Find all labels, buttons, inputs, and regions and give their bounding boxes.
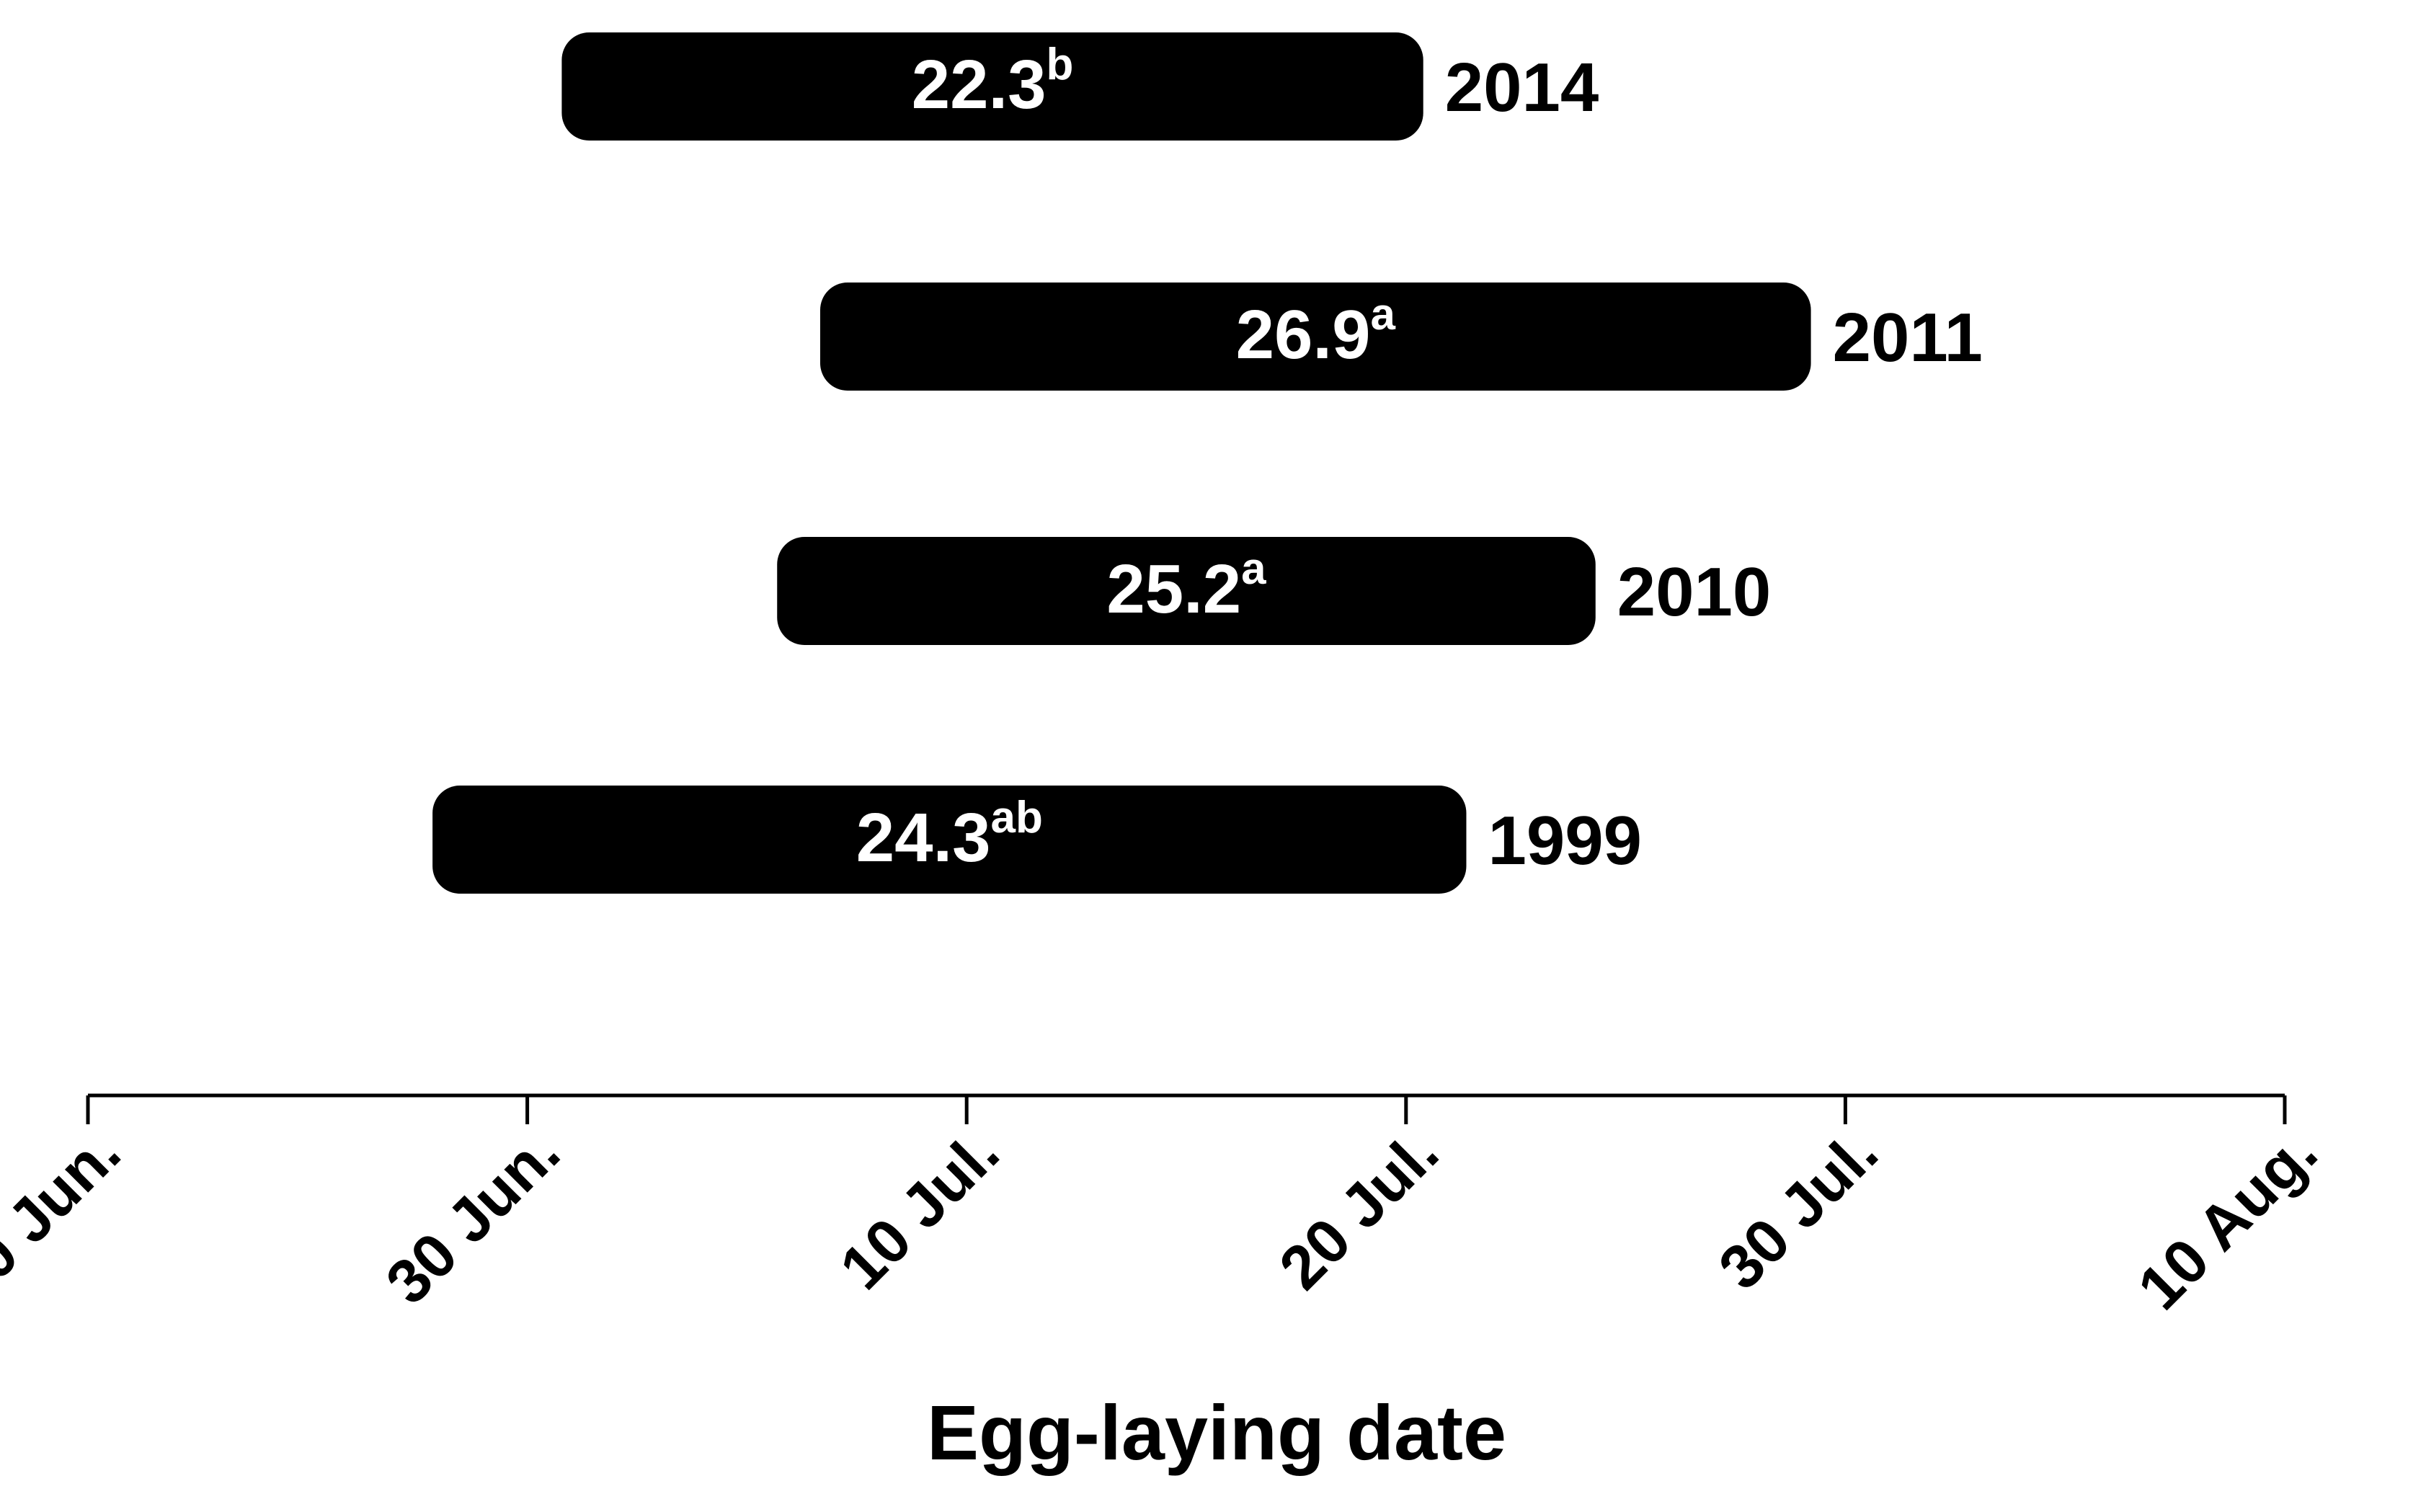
bar-group-2010: 25.2a 2010 [777,537,1771,645]
x-axis: 20 Jun. 30 Jun. 10 Jul. 20 Jul. 30 Jul. 10 Au… [0,1093,2330,1323]
x-tick-label: 10 Aug. [2125,1118,2330,1323]
bar-group-1999: 24.3ab 1999 [432,786,1642,894]
bar-value-label: 25.2a [1106,544,1266,628]
year-label: 2014 [1445,49,1599,126]
bar-value-label: 24.3ab [856,793,1043,876]
year-label: 1999 [1488,802,1642,879]
year-label: 2011 [1833,299,1983,376]
x-axis-title: Egg-laying date [927,1389,1506,1476]
bar-value-label: 22.3b [912,40,1074,123]
bars-layer: 22.3b 2014 26.9a 2011 25.2a 2010 24.3ab 1999 [432,32,1983,894]
bar-2010 [777,537,1596,645]
bar-2014 [561,32,1423,141]
x-tick-label: 30 Jun. [373,1118,573,1317]
x-tick-label: 30 Jul. [1706,1118,1891,1303]
bar-group-2014: 22.3b 2014 [561,32,1599,141]
bar-2011 [820,283,1811,391]
bar-1999 [432,786,1467,894]
year-label: 2010 [1617,553,1772,631]
bar-value-label: 26.9a [1236,290,1396,373]
x-tick-label: 20 Jul. [1266,1118,1452,1303]
x-tick-label: 20 Jun. [0,1118,133,1317]
bar-group-2011: 26.9a 2011 [820,283,1983,391]
x-tick-label: 10 Jul. [827,1118,1012,1303]
